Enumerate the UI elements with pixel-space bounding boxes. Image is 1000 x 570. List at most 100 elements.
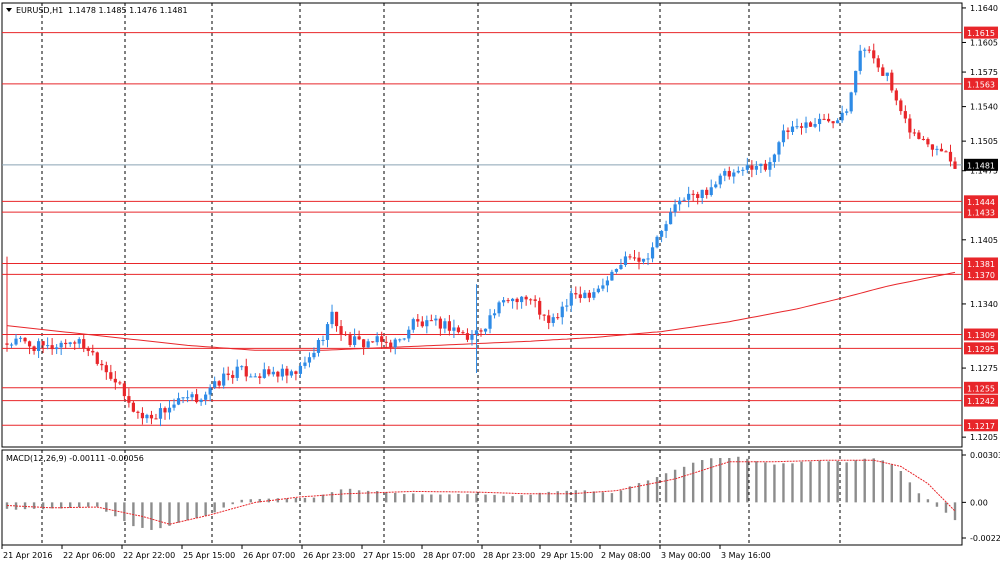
macd-histogram-bar <box>547 491 550 503</box>
macd-histogram-bar <box>421 494 424 503</box>
candle-body <box>303 362 307 366</box>
candle-body <box>271 371 275 375</box>
macd-histogram-bar <box>719 458 722 503</box>
price-axis-label: 1.1640 <box>970 4 998 13</box>
price-level-label: 1.1309 <box>967 331 995 340</box>
candle-body <box>86 348 90 351</box>
macd-histogram-bar <box>854 460 857 503</box>
macd-histogram-bar <box>186 502 189 521</box>
time-axis-label: 22 Apr 22:00 <box>123 551 175 560</box>
candle-body <box>32 346 36 351</box>
candle-body <box>104 365 108 373</box>
candle-body <box>253 376 257 378</box>
symbol-label: EURUSD,H1 <box>16 6 63 15</box>
candle-body <box>312 352 316 358</box>
macd-histogram-bar <box>96 502 99 507</box>
macd-histogram-bar <box>41 502 45 510</box>
current-price-label: 1.1481 <box>967 161 995 170</box>
candle-body <box>547 315 551 323</box>
candle-body <box>763 163 767 170</box>
candle-body <box>736 170 740 173</box>
macd-histogram-bar <box>728 458 731 503</box>
candle-body <box>515 298 519 303</box>
candle-body <box>551 317 555 323</box>
candle-body <box>46 345 50 347</box>
candle-body <box>37 341 41 351</box>
candle-body <box>217 381 221 386</box>
candle-body <box>348 335 352 345</box>
macd-histogram-bar <box>619 490 623 503</box>
candle-body <box>872 50 876 59</box>
candle-body <box>587 292 591 298</box>
macd-histogram-bar <box>520 495 523 503</box>
candle-body <box>592 292 596 298</box>
macd-histogram-bar <box>312 497 316 503</box>
macd-histogram-bar <box>150 502 153 530</box>
candle-body <box>646 258 650 260</box>
candle-body <box>583 292 587 299</box>
price-level-label: 1.1433 <box>967 209 995 218</box>
candle-body <box>231 374 235 378</box>
macd-histogram-bar <box>32 502 36 509</box>
candle-body <box>95 352 99 364</box>
candle-body <box>813 124 817 127</box>
time-axis-label: 3 May 16:00 <box>721 551 771 560</box>
candle-body <box>614 268 619 272</box>
candle-body <box>664 224 668 231</box>
candle-body <box>136 411 140 413</box>
macd-histogram-bar <box>737 456 740 503</box>
candle-body <box>465 333 470 340</box>
candle-body <box>113 378 117 383</box>
price-level-tag <box>964 195 998 208</box>
candle-body <box>759 163 763 166</box>
price-level-tag <box>964 419 998 432</box>
candle-body <box>353 336 357 345</box>
candle-body <box>14 338 18 345</box>
candle-body <box>18 337 23 339</box>
macd-axis-label: -0.00228 <box>970 534 1000 543</box>
candle-body <box>655 236 659 248</box>
price-level-tag <box>964 328 998 341</box>
macd-histogram-bar <box>529 494 532 503</box>
price-level-label: 1.1370 <box>967 271 995 280</box>
candle-body <box>542 314 546 316</box>
candle-body <box>881 67 885 76</box>
candle-body <box>524 296 528 300</box>
candle-body <box>226 373 230 375</box>
macd-histogram-bar <box>177 502 180 523</box>
price-axis-label: 1.1505 <box>970 137 998 146</box>
candle-body <box>380 336 384 342</box>
candle-body <box>343 334 348 336</box>
main-plot-frame <box>1 2 963 448</box>
macd-histogram-bar <box>583 490 587 503</box>
candle-body <box>700 189 704 198</box>
candle-body <box>687 193 691 200</box>
candle-body <box>362 339 366 348</box>
macd-histogram-bar <box>141 502 144 528</box>
candle-body <box>632 257 637 259</box>
macd-histogram-bar <box>159 502 162 529</box>
macd-histogram-bar <box>872 458 875 503</box>
candle-body <box>556 317 560 319</box>
macd-histogram-bar <box>682 466 686 503</box>
candle-body <box>669 212 673 225</box>
macd-histogram-bar <box>800 461 803 503</box>
time-axis-label: 29 Apr 15:00 <box>541 551 593 560</box>
chevron-down-icon[interactable] <box>6 8 12 12</box>
candle-body <box>470 334 474 340</box>
macd-histogram-bar <box>222 502 225 508</box>
candle-body <box>154 418 158 420</box>
candle-body <box>461 332 465 334</box>
candle-body <box>533 299 537 301</box>
candle-body <box>948 151 953 162</box>
candle-body <box>623 256 628 265</box>
macd-histogram-bar <box>330 492 334 503</box>
candle-body <box>131 402 135 412</box>
candle-body <box>27 341 32 347</box>
candle-body <box>411 319 415 330</box>
candle-body <box>804 122 808 128</box>
candle-body <box>867 49 871 51</box>
candle-body <box>204 394 208 400</box>
